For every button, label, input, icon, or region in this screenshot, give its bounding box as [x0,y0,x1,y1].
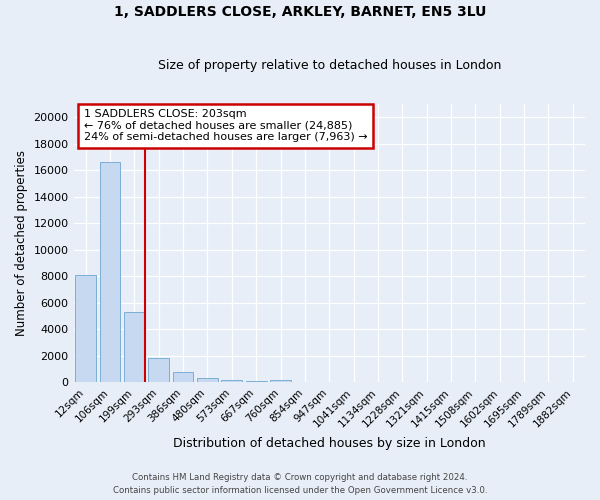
Title: Size of property relative to detached houses in London: Size of property relative to detached ho… [158,59,501,72]
Text: 1 SADDLERS CLOSE: 203sqm
← 76% of detached houses are smaller (24,885)
24% of se: 1 SADDLERS CLOSE: 203sqm ← 76% of detach… [84,110,367,142]
Text: 1, SADDLERS CLOSE, ARKLEY, BARNET, EN5 3LU: 1, SADDLERS CLOSE, ARKLEY, BARNET, EN5 3… [114,5,486,19]
Bar [148,358,169,382]
Bar [246,380,266,382]
Bar [76,275,96,382]
Bar [197,378,218,382]
Bar [270,380,291,382]
Text: Contains HM Land Registry data © Crown copyright and database right 2024.
Contai: Contains HM Land Registry data © Crown c… [113,474,487,495]
X-axis label: Distribution of detached houses by size in London: Distribution of detached houses by size … [173,437,485,450]
Bar [221,380,242,382]
Bar [173,372,193,382]
Y-axis label: Number of detached properties: Number of detached properties [15,150,28,336]
Bar [124,312,145,382]
Bar [100,162,121,382]
